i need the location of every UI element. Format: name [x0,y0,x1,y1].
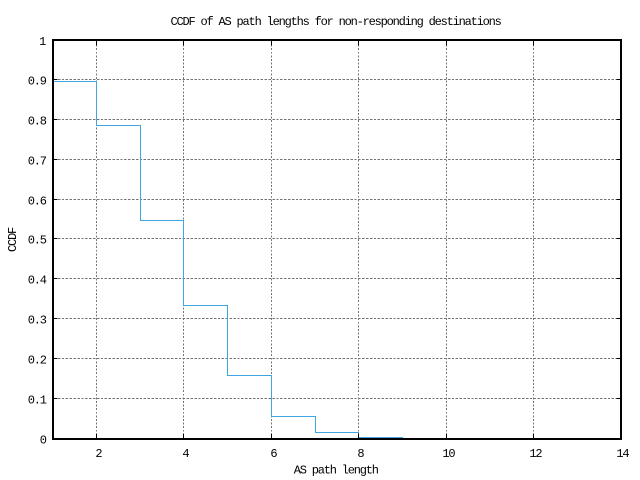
svg-text:6: 6 [270,447,277,461]
svg-text:0.2: 0.2 [28,354,47,368]
svg-text:0.4: 0.4 [28,274,47,288]
svg-text:0.9: 0.9 [28,75,47,89]
svg-text:CCDF: CCDF [6,227,20,252]
svg-text:10: 10 [442,447,455,461]
svg-text:0: 0 [40,434,47,448]
svg-text:0.7: 0.7 [28,155,47,169]
svg-text:1: 1 [39,35,46,49]
svg-text:0.6: 0.6 [28,195,47,209]
svg-text:0.1: 0.1 [28,394,47,408]
svg-text:0.5: 0.5 [28,234,47,248]
svg-text:AS path length: AS path length [294,464,379,478]
svg-text:0.8: 0.8 [28,115,47,129]
svg-text:14: 14 [616,447,629,461]
svg-text:2: 2 [95,447,102,461]
svg-text:12: 12 [529,447,542,461]
svg-text:4: 4 [182,447,189,461]
svg-text:CCDF of AS path lengths for no: CCDF of AS path lengths for non-respondi… [171,15,502,29]
svg-text:0.3: 0.3 [28,314,47,328]
svg-text:8: 8 [357,447,364,461]
